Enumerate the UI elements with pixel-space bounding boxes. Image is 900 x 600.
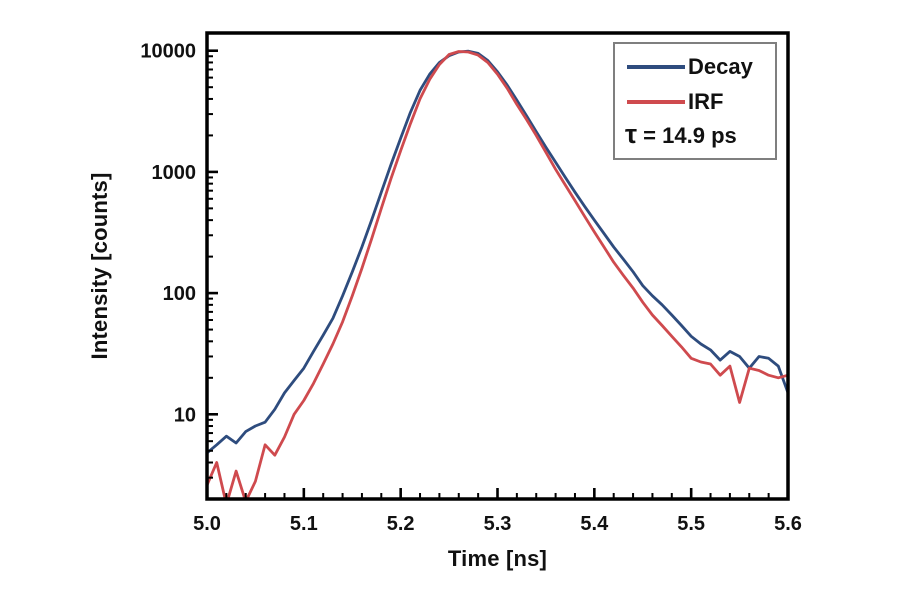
decay-legend-label: Decay <box>688 53 753 79</box>
irf-curve <box>207 50 788 499</box>
irf-legend-label: IRF <box>688 88 724 114</box>
irf-line-swatch <box>627 99 685 104</box>
legend: Decay IRF τ = 14.9 ps <box>613 42 777 160</box>
y-axis-title: Intensity [counts] <box>87 172 112 360</box>
y-tick-label: 100 <box>163 283 196 305</box>
decay-curve <box>207 49 788 455</box>
legend-row-decay: Decay <box>615 52 775 81</box>
tau-value: = 14.9 ps <box>637 123 737 148</box>
x-tick-label: 5.5 <box>677 513 705 535</box>
y-tick-label: 10000 <box>140 41 196 63</box>
tau-symbol: τ <box>625 119 638 149</box>
y-tick-label: 10 <box>174 404 196 426</box>
x-tick-label: 5.0 <box>193 513 221 535</box>
legend-row-irf: IRF <box>615 87 775 116</box>
plot-frame <box>205 31 790 501</box>
x-tick-label: 5.4 <box>580 513 609 535</box>
x-tick-label: 5.2 <box>387 513 415 535</box>
x-axis-title: Time [ns] <box>447 546 548 571</box>
x-tick-label: 5.3 <box>484 513 512 535</box>
lifetime-annotation: τ = 14.9 ps <box>625 121 775 149</box>
decay-line-swatch <box>627 64 685 69</box>
x-tick-label: 5.1 <box>290 513 318 535</box>
x-tick-label: 5.6 <box>774 513 802 535</box>
y-tick-label: 1000 <box>152 162 197 184</box>
